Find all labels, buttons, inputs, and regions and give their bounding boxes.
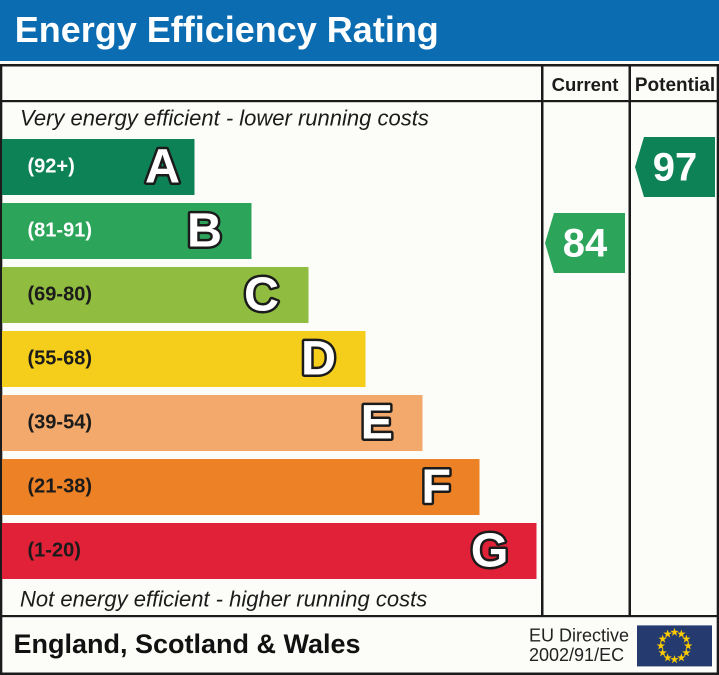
svg-text:Potential: Potential [635,75,715,96]
svg-text:97: 97 [653,146,698,190]
svg-text:(55-68): (55-68) [28,348,92,370]
svg-text:2002/91/EC: 2002/91/EC [529,645,624,665]
svg-text:E: E [361,396,393,450]
svg-text:B: B [187,204,222,258]
svg-text:(81-91): (81-91) [28,220,92,242]
svg-text:Very energy efficient - lower: Very energy efficient - lower running co… [20,106,429,131]
svg-text:(21-38): (21-38) [28,476,92,498]
svg-text:F: F [421,460,451,514]
svg-text:(39-54): (39-54) [28,412,92,434]
svg-text:(92+): (92+) [28,156,75,178]
svg-text:D: D [301,332,336,386]
svg-text:(69-80): (69-80) [28,284,92,306]
svg-text:England, Scotland & Wales: England, Scotland & Wales [14,629,361,659]
svg-text:A: A [145,140,180,194]
svg-text:EU Directive: EU Directive [529,626,629,646]
svg-text:Energy Efficiency Rating: Energy Efficiency Rating [15,9,439,50]
svg-text:84: 84 [563,222,608,266]
svg-text:Not energy efficient - higher: Not energy efficient - higher running co… [20,587,427,612]
svg-text:C: C [244,268,279,322]
svg-text:G: G [471,524,509,578]
svg-text:(1-20): (1-20) [28,540,81,562]
svg-text:Current: Current [552,74,619,95]
